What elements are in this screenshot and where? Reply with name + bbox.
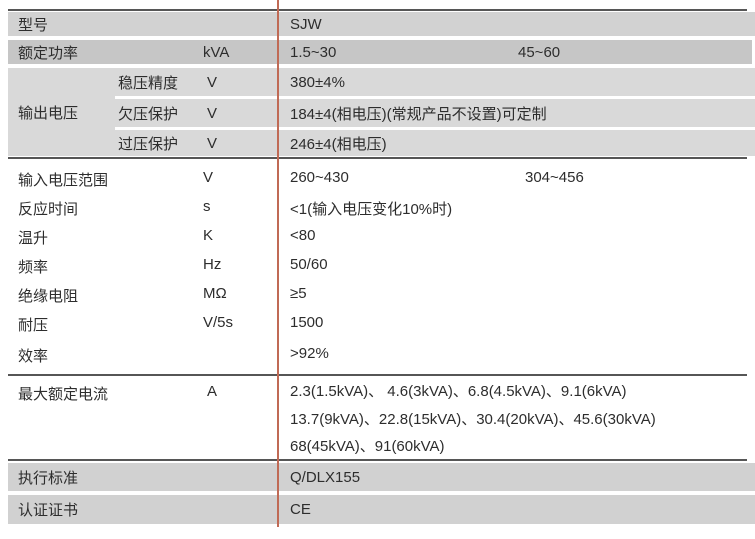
certificate-value: CE: [290, 501, 311, 518]
input-voltage-range-label: 输入电压范围: [18, 172, 109, 189]
row-reg-accuracy-label: 稳压精度: [108, 68, 198, 96]
reg-accuracy-unit: V: [207, 73, 218, 91]
overvolt-label: 过压保护: [118, 135, 179, 153]
insulation-resistance-label: 绝缘电阻: [18, 288, 79, 305]
certificate-label: 认证证书: [18, 502, 79, 519]
row-reg-accuracy-value: 380±4%: [281, 68, 755, 96]
rated-power-label: 额定功率: [18, 44, 79, 62]
temperature-rise-label: 温升: [18, 230, 49, 247]
input-voltage-range-value1: 260~430: [290, 169, 349, 186]
standard-value: Q/DLX155: [290, 468, 361, 486]
row-overvolt-value: 246±4(相电压): [281, 130, 755, 156]
row-certificate-label: 认证证书: [8, 495, 286, 524]
row-standard-value: Q/DLX155: [281, 463, 755, 491]
max-rated-current-line1: 2.3(1.5kVA)、 4.6(3kVA)、6.8(4.5kVA)、9.1(6…: [290, 383, 627, 400]
divider-2: [8, 374, 747, 376]
row-undervolt-unit: V: [192, 99, 291, 127]
row-overvolt-label: 过压保护: [108, 130, 198, 156]
row-model-value: SJW: [281, 12, 755, 36]
row-rated-power-value2: 45~60: [512, 40, 752, 64]
row-undervolt-value: 184±4(相电压)(常规产品不设置)可定制: [281, 99, 755, 127]
output-voltage-label: 输出电压: [18, 104, 79, 122]
insulation-resistance-unit: MΩ: [203, 285, 227, 302]
row-insulation-resistance: 绝缘电阻 MΩ ≥5: [0, 279, 755, 308]
rated-power-value1: 1.5~30: [290, 43, 337, 61]
max-rated-current-line2: 13.7(9kVA)、22.8(15kVA)、30.4(20kVA)、45.6(…: [290, 410, 656, 428]
row-rated-power-unit: kVA: [192, 40, 287, 64]
row-input-voltage-range: 输入电压范围 V 260~430 304~456: [0, 163, 755, 192]
reg-accuracy-label: 稳压精度: [118, 74, 179, 92]
row-reg-accuracy-unit: V: [192, 68, 291, 96]
divider-1: [8, 157, 747, 159]
withstand-voltage-value: 1500: [290, 314, 324, 331]
row-frequency: 频率 Hz 50/60: [0, 250, 755, 279]
undervolt-label: 欠压保护: [118, 105, 179, 123]
withstand-voltage-unit: V/5s: [203, 314, 234, 331]
overvolt-value: 246±4(相电压): [290, 135, 387, 153]
row-rated-power-value1: 1.5~30: [281, 40, 514, 64]
row-certificate-value: CE: [281, 495, 755, 524]
temperature-rise-unit: K: [203, 227, 214, 244]
max-rated-current-label: 最大额定电流: [18, 386, 109, 403]
max-rated-current-line3: 68(45kVA)、91(60kVA): [290, 438, 445, 455]
undervolt-value: 184±4(相电压)(常规产品不设置)可定制: [290, 105, 547, 123]
max-rated-current-unit: A: [207, 383, 218, 400]
row-overvolt-unit: V: [192, 130, 291, 156]
insulation-resistance-value: ≥5: [290, 285, 307, 302]
row-standard-label: 执行标准: [8, 463, 286, 491]
standard-label: 执行标准: [18, 469, 79, 487]
row-temperature-rise: 温升 K <80: [0, 221, 755, 250]
row-rated-power-label: 额定功率: [8, 40, 198, 64]
row-withstand-voltage: 耐压 V/5s 1500: [0, 308, 755, 337]
divider-3: [8, 459, 747, 461]
model-label: 型号: [18, 16, 49, 34]
rated-power-value2: 45~60: [518, 43, 561, 61]
row-undervolt-label: 欠压保护: [108, 99, 198, 127]
model-value: SJW: [290, 15, 322, 33]
response-time-label: 反应时间: [18, 201, 79, 218]
withstand-voltage-label: 耐压: [18, 317, 49, 334]
efficiency-value: >92%: [290, 345, 329, 362]
response-time-value: <1(输入电压变化10%时): [290, 201, 453, 218]
vertical-accent-line: [277, 0, 279, 527]
table-top-border: [8, 9, 747, 11]
row-response-time: 反应时间 s <1(输入电压变化10%时): [0, 192, 755, 221]
row-efficiency: 效率 >92%: [0, 337, 755, 367]
frequency-value: 50/60: [290, 256, 328, 273]
input-voltage-range-unit: V: [203, 169, 214, 186]
frequency-label: 频率: [18, 259, 49, 276]
rated-power-unit: kVA: [203, 43, 230, 61]
row-output-voltage-group-label: 输出电压: [8, 68, 115, 156]
overvolt-unit: V: [207, 134, 218, 152]
temperature-rise-value: <80: [290, 227, 316, 244]
efficiency-label: 效率: [18, 348, 49, 365]
frequency-unit: Hz: [203, 256, 222, 273]
undervolt-unit: V: [207, 104, 218, 122]
row-max-rated-current: 最大额定电流 A: [0, 377, 755, 459]
row-model-label: 型号: [8, 12, 286, 36]
response-time-unit: s: [203, 198, 211, 215]
reg-accuracy-value: 380±4%: [290, 73, 345, 91]
max-rated-current-values: 2.3(1.5kVA)、 4.6(3kVA)、6.8(4.5kVA)、9.1(6…: [290, 378, 745, 461]
input-voltage-range-value2: 304~456: [525, 169, 584, 186]
